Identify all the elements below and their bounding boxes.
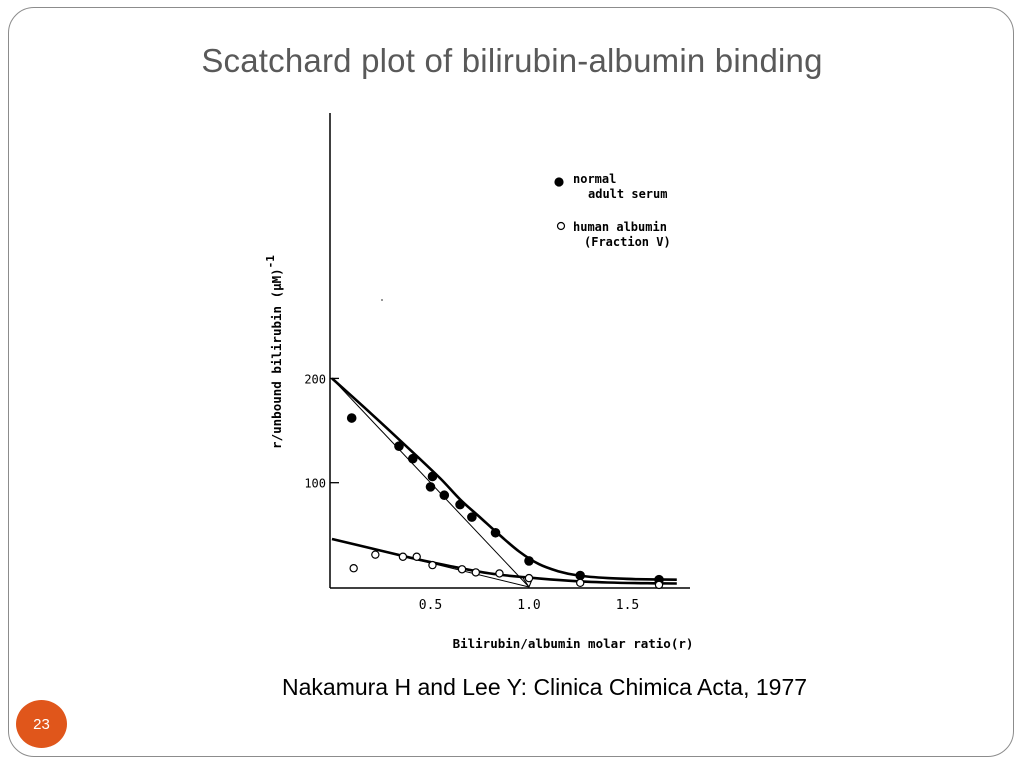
data-point-open bbox=[495, 569, 504, 578]
y-axis-label: r/unbound bilirubin (μM)-1 bbox=[264, 255, 284, 449]
x-tick-label: 1.0 bbox=[517, 598, 540, 613]
page-number: 23 bbox=[33, 715, 50, 733]
y-tick-label: 200 bbox=[304, 372, 326, 386]
x-tick-label: 1.5 bbox=[616, 598, 639, 613]
x-axis-label: Bilirubin/albumin molar ratio(r) bbox=[453, 636, 694, 651]
data-point-filled bbox=[427, 471, 438, 482]
slide-title: Scatchard plot of bilirubin-albumin bind… bbox=[201, 42, 823, 79]
fit-lines bbox=[331, 377, 677, 589]
legend-label: human albumin bbox=[573, 220, 667, 234]
citation: Nakamura H and Lee Y: Clinica Chimica Ac… bbox=[282, 674, 808, 700]
data-point-open bbox=[654, 580, 664, 590]
data-point-open bbox=[412, 552, 421, 561]
page-number-badge: 23 bbox=[16, 700, 67, 748]
data-point-open bbox=[524, 573, 534, 583]
data-point-filled bbox=[394, 441, 404, 451]
axis-labels: Bilirubin/albumin molar ratio(r) r/unboun… bbox=[264, 255, 693, 651]
data-point-filled bbox=[455, 499, 465, 510]
slide-frame bbox=[8, 7, 1014, 757]
data-point-open bbox=[457, 565, 467, 574]
data-point-filled bbox=[524, 556, 534, 566]
data-point-filled bbox=[425, 482, 436, 492]
data-point-filled bbox=[407, 453, 418, 464]
data-point-open bbox=[428, 560, 437, 570]
data-point-filled bbox=[439, 490, 450, 501]
legend-marker-open bbox=[556, 221, 566, 231]
data-point-open bbox=[349, 564, 358, 573]
data-point-filled bbox=[575, 570, 586, 581]
data-point-filled bbox=[346, 413, 357, 423]
scan-speck bbox=[381, 299, 383, 301]
x-tick-label: 0.5 bbox=[419, 598, 442, 613]
legend-label: adult serum bbox=[588, 187, 667, 201]
y-tick-label: 100 bbox=[304, 477, 326, 491]
data-point-open bbox=[398, 552, 408, 561]
data-point-open bbox=[576, 578, 585, 588]
data-point-filled bbox=[467, 512, 477, 522]
data-points bbox=[346, 299, 664, 590]
fit-curve-series-1 bbox=[331, 377, 677, 581]
legend-marker-filled bbox=[554, 177, 564, 187]
data-point-filled bbox=[490, 527, 501, 538]
y-axis-label-superscript: -1 bbox=[264, 255, 277, 269]
legend-label: normal bbox=[573, 172, 616, 186]
data-point-open bbox=[371, 550, 380, 559]
axes: 100 200 0.5 1.0 1.5 bbox=[304, 113, 690, 613]
data-point-open bbox=[471, 568, 481, 577]
y-axis-label-text: r/unbound bilirubin (μM) bbox=[269, 268, 284, 449]
legend-label: (Fraction V) bbox=[584, 235, 671, 249]
